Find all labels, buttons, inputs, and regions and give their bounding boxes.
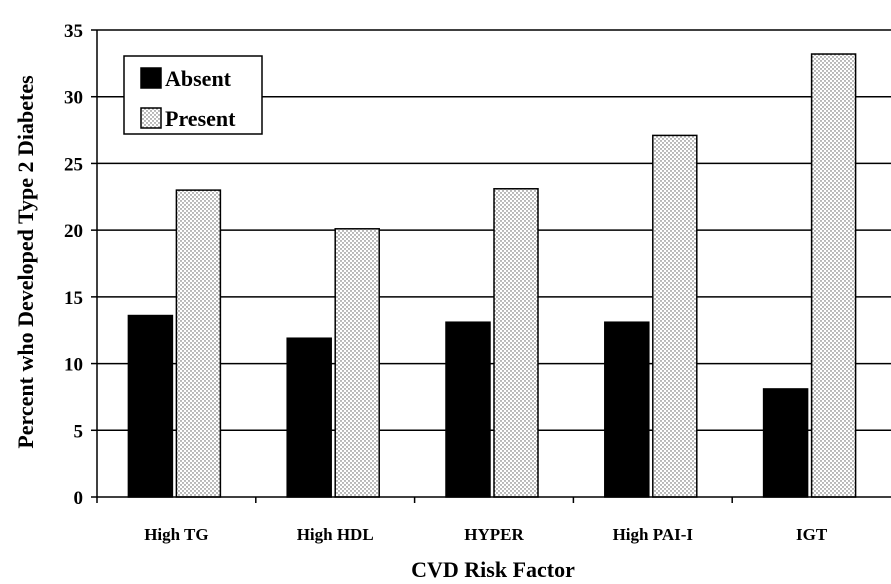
y-tick-label: 15 — [64, 288, 83, 309]
bar-absent — [286, 337, 332, 498]
bar-absent — [604, 321, 650, 498]
bar-absent — [127, 314, 174, 498]
y-tick-label: 5 — [74, 421, 84, 442]
bars — [127, 53, 857, 498]
x-tick-label: High HDL — [297, 525, 374, 544]
legend-label-present: Present — [165, 106, 236, 131]
y-axis-title: Percent who Developed Type 2 Diabetes — [13, 75, 38, 449]
x-tick-label: IGT — [796, 525, 828, 544]
y-tick-label: 25 — [64, 154, 83, 175]
y-tick-label: 35 — [64, 21, 83, 42]
bar-present — [652, 134, 698, 498]
y-tick-label: 30 — [64, 88, 83, 109]
y-tick-label: 10 — [64, 355, 83, 376]
x-tick-label: HYPER — [464, 525, 524, 544]
legend-label-absent: Absent — [165, 66, 232, 91]
bar-absent — [762, 388, 809, 498]
x-tick-label: High TG — [144, 525, 208, 544]
bar-absent — [445, 321, 491, 498]
y-tick-label: 20 — [64, 221, 83, 242]
x-axis-title: CVD Risk Factor — [411, 557, 575, 582]
legend-swatch-absent — [140, 67, 162, 89]
axes — [91, 29, 891, 503]
legend-swatch-present — [140, 107, 162, 129]
legend: Absent Present — [123, 55, 263, 135]
bar-present — [810, 53, 857, 498]
x-category-labels: High TG High HDL HYPER High PAI-I IGT — [144, 525, 828, 544]
y-tick-label: 0 — [74, 488, 84, 509]
x-tick-label: High PAI-I — [613, 525, 694, 544]
bar-present — [334, 228, 380, 498]
y-tick-labels: 0 5 10 15 20 25 30 35 — [64, 21, 83, 509]
bar-present — [493, 188, 539, 498]
bar-present — [175, 189, 222, 498]
